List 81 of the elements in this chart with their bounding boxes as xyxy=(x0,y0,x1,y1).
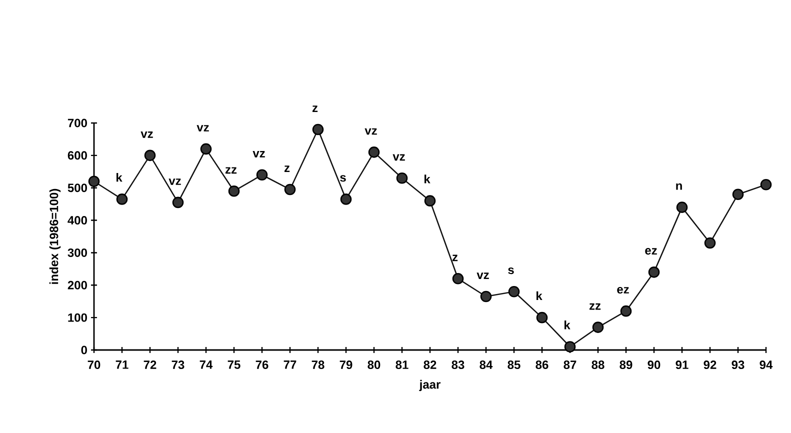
data-label: vz xyxy=(364,128,377,135)
point xyxy=(508,286,520,298)
data-label: z xyxy=(312,106,318,112)
y-tick-label: 300 xyxy=(68,248,87,257)
x-tick-label: 75 xyxy=(228,360,240,369)
point xyxy=(340,194,352,205)
data-label: n xyxy=(676,183,682,190)
x-tick-label: 70 xyxy=(88,360,100,370)
x-tick-label: 78 xyxy=(312,360,324,370)
point xyxy=(564,341,576,352)
point xyxy=(536,312,548,324)
data-label: s xyxy=(508,268,514,274)
point xyxy=(88,176,100,188)
x-axis-title: jaar xyxy=(419,380,440,392)
x-tick-label: 86 xyxy=(536,360,548,370)
data-label: k xyxy=(424,174,430,184)
point xyxy=(480,290,492,302)
y-tick-label: 500 xyxy=(68,184,87,192)
y-tick-label: 0 xyxy=(81,346,87,354)
data-label: zz xyxy=(589,303,601,310)
data-label: vz xyxy=(140,132,153,138)
point xyxy=(424,195,436,206)
x-tick-label: 73 xyxy=(172,360,184,370)
point xyxy=(172,196,184,208)
data-label: k xyxy=(536,291,542,300)
point xyxy=(620,305,632,317)
data-label: vz xyxy=(252,151,265,158)
point xyxy=(144,150,156,162)
x-tick-label: 81 xyxy=(396,360,408,370)
y-axis-title: index (1986=100) xyxy=(49,188,61,284)
x-tick-label: 85 xyxy=(508,360,520,370)
data-label: vz xyxy=(476,272,489,279)
y-tick-label: 200 xyxy=(68,280,87,290)
x-tick-label: 72 xyxy=(144,360,156,369)
x-tick-label: 88 xyxy=(592,360,604,370)
x-tick-label: 79 xyxy=(340,360,352,370)
x-tick-label: 84 xyxy=(480,360,493,370)
data-label: vz xyxy=(196,125,209,132)
data-label: k xyxy=(116,172,122,182)
x-tick-label: 94 xyxy=(760,360,773,370)
x-tick-label: 77 xyxy=(284,360,296,369)
point xyxy=(396,172,408,184)
data-label: z xyxy=(452,254,458,262)
point xyxy=(676,202,688,213)
x-tick-label: 92 xyxy=(704,360,716,370)
point xyxy=(228,185,240,197)
point xyxy=(312,124,324,136)
y-tick-label: 600 xyxy=(68,151,87,160)
x-tick-label: 90 xyxy=(648,360,660,370)
data-label: ez xyxy=(617,286,629,294)
point xyxy=(368,146,380,158)
data-label: s xyxy=(340,175,346,182)
data-label: vz xyxy=(168,178,181,185)
point xyxy=(732,188,744,200)
y-tick-label: 100 xyxy=(68,313,87,322)
point xyxy=(256,169,268,181)
y-tick-label: 700 xyxy=(68,118,87,128)
data-label: zz xyxy=(225,167,237,174)
point xyxy=(648,266,660,278)
point xyxy=(116,194,128,205)
data-label: k xyxy=(564,320,570,330)
x-tick-label: 80 xyxy=(368,360,380,370)
x-tick-label: 93 xyxy=(732,360,744,370)
x-tick-label: 71 xyxy=(116,360,128,369)
x-tick-label: 82 xyxy=(424,360,436,370)
point xyxy=(284,184,296,196)
point xyxy=(592,322,604,333)
data-label: vz xyxy=(392,154,405,161)
data-label: z xyxy=(284,166,290,172)
x-tick-label: 76 xyxy=(256,360,268,370)
x-tick-label: 87 xyxy=(564,360,576,370)
y-tick-label: 400 xyxy=(68,216,87,225)
x-tick-label: 91 xyxy=(676,360,688,370)
x-tick-label: 74 xyxy=(200,360,213,369)
point xyxy=(452,273,464,284)
point xyxy=(760,178,772,190)
data-label: ez xyxy=(645,248,657,255)
point xyxy=(704,237,716,249)
x-tick-label: 89 xyxy=(620,360,632,370)
point xyxy=(200,143,212,155)
x-tick-label: 83 xyxy=(452,360,464,370)
